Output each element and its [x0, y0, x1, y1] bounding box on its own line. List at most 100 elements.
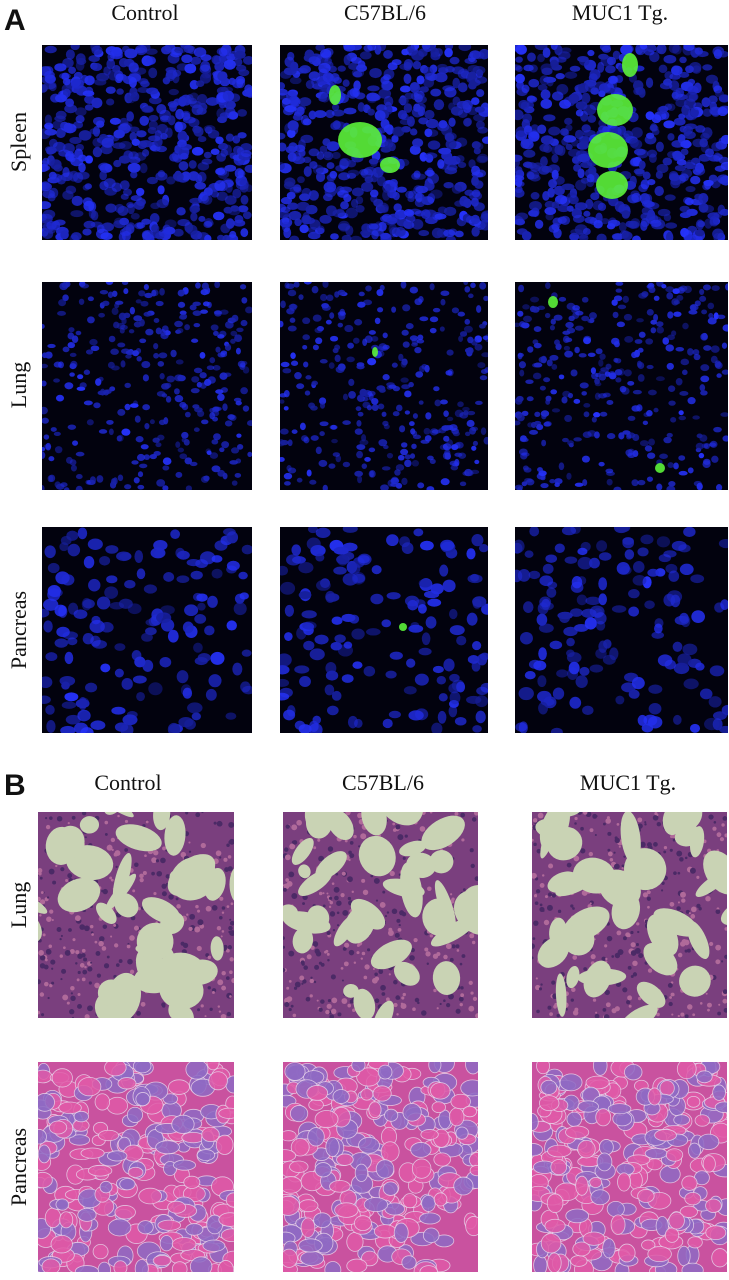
tissue-dot: [574, 822, 577, 825]
nucleus: [342, 527, 358, 533]
nucleus: [123, 288, 129, 295]
nucleus: [703, 458, 711, 465]
nucleus: [342, 461, 351, 468]
nucleus: [139, 338, 147, 344]
nucleus: [108, 335, 116, 343]
tissue-dot: [284, 1002, 290, 1008]
tissue-dot: [670, 992, 675, 997]
acinar-cell: [298, 1238, 323, 1253]
nucleus: [148, 120, 158, 131]
nucleus: [44, 70, 55, 79]
tissue-dot: [63, 946, 66, 950]
nucleus: [190, 387, 200, 394]
nucleus: [159, 288, 165, 296]
tissue-dot: [228, 925, 233, 931]
nucleus: [404, 410, 411, 415]
nucleus: [291, 544, 302, 556]
acinar-cell: [450, 1093, 471, 1110]
tissue-dot: [421, 1010, 427, 1016]
nucleus: [100, 232, 113, 240]
nucleus: [367, 357, 377, 366]
tissue-dot: [139, 877, 144, 883]
tissue-dot: [533, 842, 537, 847]
nucleus: [326, 162, 335, 170]
nucleus: [554, 543, 565, 554]
tissue-dot: [62, 994, 69, 1001]
alveolus: [229, 866, 234, 904]
nucleus: [280, 581, 296, 595]
row-label: Pancreas: [6, 1128, 31, 1206]
nucleus: [429, 283, 435, 291]
nucleus: [88, 55, 100, 63]
nucleus: [409, 421, 415, 427]
nucleus: [552, 687, 565, 700]
nucleus: [637, 714, 648, 726]
nucleus: [600, 218, 610, 225]
nucleus: [693, 353, 701, 361]
tissue-dot: [87, 966, 93, 972]
acinar-cell: [59, 1211, 74, 1229]
nucleus: [688, 93, 698, 102]
nucleus: [434, 399, 442, 407]
nucleus: [663, 54, 677, 64]
tissue-dot: [542, 874, 545, 877]
nucleus: [223, 144, 232, 156]
nucleus: [343, 107, 357, 115]
nucleus: [391, 362, 398, 368]
nucleus: [280, 665, 290, 675]
nucleus: [117, 342, 126, 348]
nucleus: [90, 221, 103, 228]
tissue-dot: [284, 854, 291, 861]
nucleus: [134, 222, 144, 230]
tissue-dot: [136, 1011, 141, 1016]
acinar-cell: [393, 1222, 409, 1243]
nucleus: [401, 384, 411, 390]
acinar-cell: [126, 1106, 144, 1123]
tissue-dot: [676, 850, 683, 857]
nucleus: [380, 76, 390, 85]
nucleus: [547, 187, 555, 198]
acinar-cell: [106, 1096, 129, 1115]
nucleus: [141, 218, 152, 225]
nucleus: [341, 674, 354, 683]
nucleus: [357, 102, 365, 112]
nucleus: [589, 312, 597, 320]
nucleus: [589, 664, 604, 673]
nucleus: [631, 351, 638, 359]
nucleus: [64, 382, 74, 390]
tissue-dot: [446, 1003, 451, 1008]
tissue-dot: [98, 940, 104, 947]
tissue-dot: [227, 855, 232, 859]
tissue-dot: [229, 995, 232, 998]
tissue-dot: [195, 904, 199, 909]
nucleus: [226, 53, 236, 62]
nucleus: [475, 142, 484, 150]
nucleus: [203, 221, 213, 228]
nucleus: [359, 439, 369, 446]
nucleus: [523, 601, 534, 614]
tissue-dot: [329, 1014, 335, 1018]
tissue-dot: [71, 815, 76, 820]
tissue-dot: [669, 996, 672, 999]
nucleus: [648, 438, 655, 446]
nucleus: [107, 51, 115, 62]
nucleus: [139, 115, 150, 126]
nucleus: [71, 335, 79, 343]
tissue-dot: [663, 845, 668, 850]
nucleus: [515, 397, 523, 405]
nucleus: [420, 540, 434, 551]
nucleus: [678, 455, 686, 461]
tissue-dot: [639, 841, 646, 848]
nucleus: [361, 181, 374, 193]
nucleus: [691, 65, 702, 74]
nucleus: [711, 455, 719, 463]
nucleus: [594, 612, 607, 625]
tissue-dot: [626, 1000, 631, 1005]
acinar-cell: [185, 1062, 209, 1080]
nucleus: [594, 81, 608, 91]
nucleus: [348, 378, 355, 387]
nucleus: [193, 367, 203, 374]
tissue-dot: [680, 1012, 685, 1017]
nucleus: [204, 234, 212, 240]
tissue-dot: [99, 936, 105, 942]
